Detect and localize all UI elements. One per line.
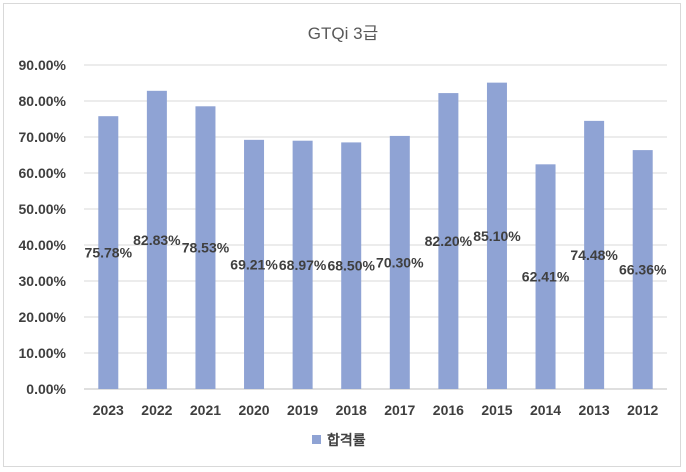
x-tick-label: 2022 xyxy=(141,402,172,418)
bar-2021 xyxy=(195,106,216,390)
data-label: 62.41% xyxy=(522,269,570,285)
y-tick-label: 20.00% xyxy=(19,309,67,325)
x-tick-label: 2018 xyxy=(336,402,367,418)
bar-2019 xyxy=(292,140,313,389)
data-label: 66.36% xyxy=(619,262,667,278)
data-label: 82.83% xyxy=(133,232,181,248)
data-label: 70.30% xyxy=(376,254,424,270)
x-tick-label: 2015 xyxy=(481,402,512,418)
bars xyxy=(98,82,653,390)
bar-2022 xyxy=(146,90,167,389)
gridlines xyxy=(84,64,667,390)
y-tick-label: 80.00% xyxy=(19,93,67,109)
data-label: 68.50% xyxy=(327,258,375,274)
bar-2018 xyxy=(341,142,362,389)
x-tick-label: 2020 xyxy=(238,402,269,418)
data-label: 75.78% xyxy=(85,245,133,261)
x-tick-label: 2023 xyxy=(93,402,124,418)
y-axis-ticks: 0.00% 10.00% 20.00% 30.00% 40.00% 50.00% 60.00… xyxy=(19,57,67,397)
y-tick-label: 60.00% xyxy=(19,165,67,181)
x-tick-label: 2012 xyxy=(627,402,658,418)
y-tick-label: 90.00% xyxy=(19,57,67,73)
y-tick-label: 40.00% xyxy=(19,237,67,253)
data-label: 78.53% xyxy=(182,240,230,256)
x-tick-label: 2019 xyxy=(287,402,318,418)
chart-title: GTQi 3급 xyxy=(308,24,378,43)
x-tick-label: 2017 xyxy=(384,402,415,418)
data-labels: 75.78%82.83% 78.53%69.21% 68.97% 68.50% 70.3… xyxy=(85,228,667,285)
bar-2020 xyxy=(244,139,265,389)
bar-2015 xyxy=(486,82,507,389)
bar-2013 xyxy=(584,120,605,389)
y-tick-label: 70.00% xyxy=(19,129,67,145)
y-tick-label: 10.00% xyxy=(19,345,67,361)
legend-label: 합격률 xyxy=(327,432,366,448)
data-label: 69.21% xyxy=(230,256,278,272)
data-label: 82.20% xyxy=(425,233,473,249)
bar-2023 xyxy=(98,116,119,389)
y-tick-label: 0.00% xyxy=(26,381,66,397)
x-tick-label: 2016 xyxy=(433,402,464,418)
x-tick-label: 2013 xyxy=(579,402,610,418)
y-tick-label: 30.00% xyxy=(19,273,67,289)
x-tick-label: 2014 xyxy=(530,402,561,418)
bar-2017 xyxy=(389,135,410,389)
legend: 합격률 xyxy=(312,432,366,448)
data-label: 85.10% xyxy=(473,228,521,244)
bar-2016 xyxy=(438,93,459,389)
x-axis-ticks: 2023 2022 2021 2020 2019 2018 2017 2016 2015 2014… xyxy=(93,402,659,418)
data-label: 74.48% xyxy=(570,247,618,263)
legend-swatch xyxy=(312,435,321,444)
bar-2012 xyxy=(632,150,653,389)
x-tick-label: 2021 xyxy=(190,402,221,418)
bar-2014 xyxy=(535,164,556,389)
data-label: 68.97% xyxy=(279,257,327,273)
y-tick-label: 50.00% xyxy=(19,201,67,217)
